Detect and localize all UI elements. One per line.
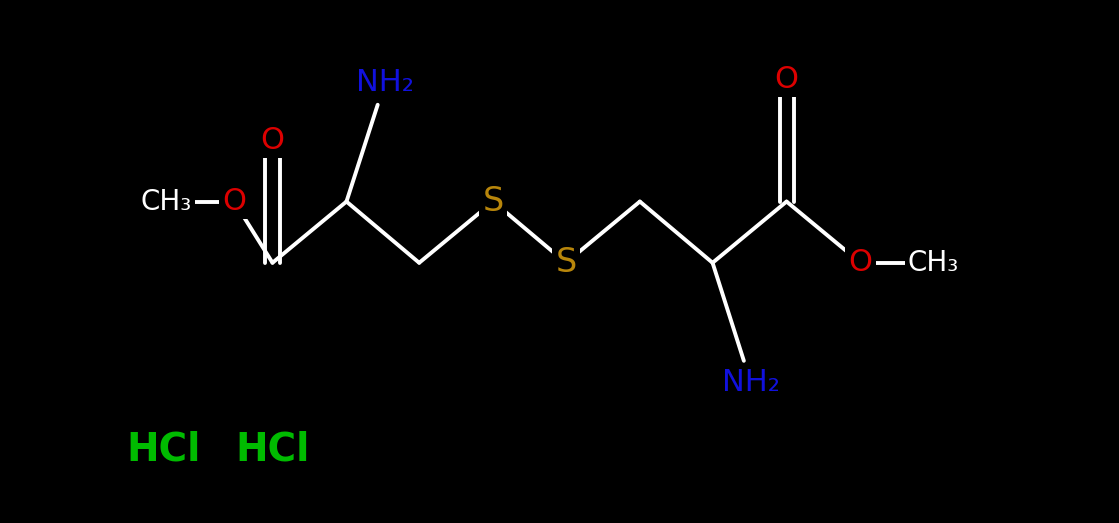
Text: CH₃: CH₃ — [908, 249, 959, 277]
Text: O: O — [848, 248, 873, 277]
Text: O: O — [774, 64, 799, 94]
Text: S: S — [482, 185, 504, 218]
Text: HCl: HCl — [235, 430, 310, 468]
Text: O: O — [261, 126, 284, 155]
Text: S: S — [555, 246, 576, 279]
Text: CH₃: CH₃ — [141, 188, 192, 215]
Text: NH₂: NH₂ — [356, 69, 414, 97]
Text: HCl: HCl — [126, 430, 201, 468]
Text: O: O — [223, 187, 246, 216]
Text: NH₂: NH₂ — [722, 368, 780, 397]
